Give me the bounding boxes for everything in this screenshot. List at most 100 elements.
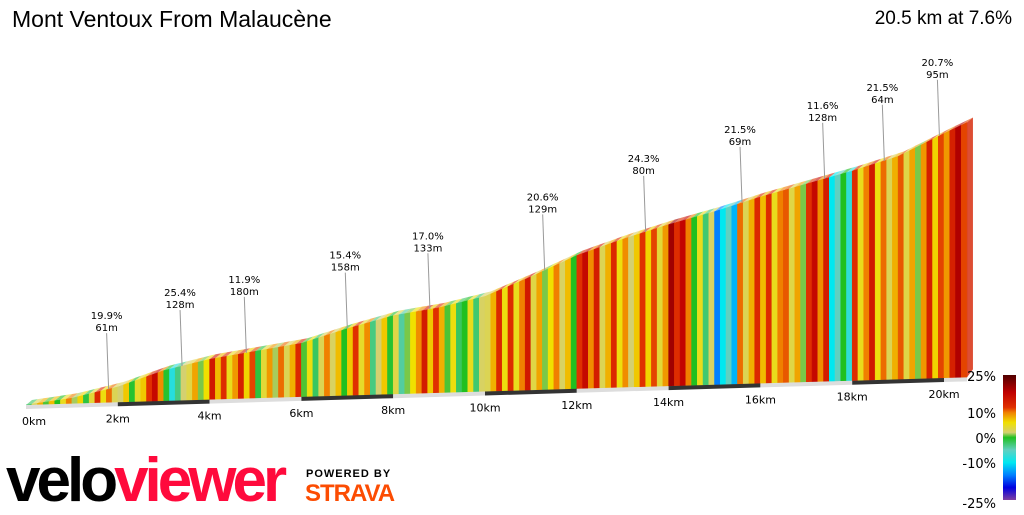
profile-segment-top (26, 399, 38, 405)
profile-segment (691, 216, 698, 386)
annotation-leader-line (542, 214, 546, 271)
profile-segment (266, 347, 273, 399)
profile-segment (731, 203, 738, 385)
profile-segment (702, 212, 710, 386)
profile-segment-top (358, 318, 371, 326)
profile-segment-top (834, 169, 847, 176)
profile-segment (140, 376, 147, 402)
strava-logo: STRAVA (305, 480, 395, 507)
profile-segments (25, 117, 973, 406)
profile-segment (243, 351, 251, 399)
profile-segment-top (284, 340, 296, 347)
profile-segment-top (135, 373, 147, 381)
profile-segment (714, 209, 721, 386)
profile-end-face (966, 117, 973, 378)
annotation-length: 69m (729, 137, 751, 148)
profile-segment-top (77, 390, 90, 397)
profile-segment-top (645, 225, 658, 232)
profile-segment (129, 380, 136, 403)
x-tick-label: 0km (22, 415, 46, 428)
profile-segment (938, 133, 945, 379)
profile-segment-top (324, 329, 337, 336)
profile-segment-top (898, 148, 910, 157)
profile-segment (479, 296, 486, 392)
profile-segment-top (657, 221, 669, 229)
annotation-leader-line (344, 272, 348, 329)
profile-segment (427, 308, 434, 394)
annotation-length: 64m (871, 95, 893, 106)
profile-segment (157, 370, 164, 402)
annotation-gradient: 15.4% (329, 251, 361, 262)
profile-segment (960, 122, 968, 378)
legend-label: 0% (975, 432, 996, 447)
profile-segment-top (502, 281, 514, 290)
profile-segment (473, 297, 480, 393)
profile-segment (880, 159, 887, 381)
profile-segment (370, 320, 377, 396)
profile-segment (438, 305, 446, 394)
profile-segment-top (622, 232, 635, 240)
annotation-length: 80m (632, 166, 654, 177)
profile-segment (851, 168, 859, 381)
axis-band (668, 383, 761, 391)
legend-label: 25% (967, 370, 996, 385)
profile-segment (519, 278, 526, 391)
profile-segment (174, 366, 182, 401)
profile-segment-top (616, 234, 629, 242)
profile-segment (719, 207, 727, 385)
profile-segment-top (439, 301, 451, 308)
profile-segment-top (536, 266, 549, 275)
profile-segment (364, 321, 371, 396)
profile-segment (874, 161, 882, 381)
veloviewer-logo: veloviewer (6, 446, 287, 515)
annotation-gradient: 20.7% (922, 58, 954, 69)
profile-segment-top (823, 172, 836, 180)
x-tick-label: 2km (106, 412, 130, 425)
profile-segment-top (863, 160, 876, 168)
profile-segment (547, 265, 555, 390)
profile-segment (226, 354, 233, 400)
profile-segment (106, 387, 113, 403)
profile-segment-top (731, 199, 744, 207)
profile-segment-top (209, 353, 222, 360)
profile-segment (530, 273, 537, 391)
profile-segment (679, 219, 687, 387)
profile-segment-top (100, 384, 113, 392)
profile-segment (897, 153, 905, 380)
x-tick-label: 20km (928, 388, 959, 401)
profile-segment (697, 214, 704, 386)
profile-segment-top (175, 361, 187, 368)
profile-segment (920, 141, 928, 379)
profile-segment-top (605, 238, 618, 246)
profile-segment (639, 231, 646, 388)
profile-segment-top (71, 391, 84, 399)
profile-segment (433, 307, 440, 394)
profile-segment (232, 353, 239, 400)
profile-segment-top (909, 142, 922, 151)
profile-segment-top (806, 177, 819, 185)
profile-segment (829, 175, 836, 382)
profile-segment (754, 196, 761, 384)
profile-segment (737, 202, 744, 385)
profile-segment-top (444, 299, 457, 307)
profile-segment (456, 301, 463, 393)
profile-segment (943, 130, 950, 379)
profile-segment-top (364, 317, 377, 324)
profile-segment-top (691, 211, 704, 219)
profile-segment-top (249, 346, 262, 353)
profile-segment-top (238, 348, 251, 355)
profile-segment (335, 330, 342, 397)
profile-segment-top (353, 320, 365, 328)
profile-segment-top (955, 120, 968, 128)
annotation-leader-line (822, 122, 826, 179)
profile-segment-top (117, 379, 130, 387)
annotation-length: 128m (808, 113, 837, 124)
profile-segment-top (398, 308, 411, 315)
profile-segment-top (215, 352, 228, 359)
profile-segment-top (829, 170, 841, 178)
profile-segment-top (462, 295, 474, 303)
profile-segment (662, 224, 669, 387)
profile-segment-top (594, 242, 606, 250)
profile-segment-top (490, 286, 503, 294)
x-tick-label: 6km (289, 407, 313, 420)
